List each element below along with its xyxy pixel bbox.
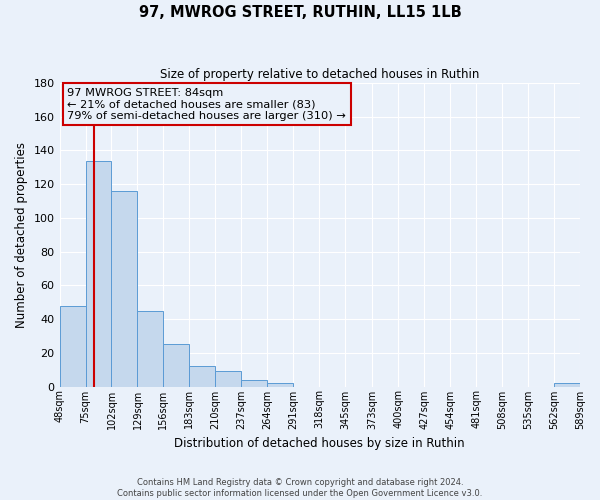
- Bar: [215, 372, 241, 386]
- Bar: [163, 344, 190, 387]
- Bar: [554, 383, 580, 386]
- Y-axis label: Number of detached properties: Number of detached properties: [15, 142, 28, 328]
- Bar: [268, 383, 293, 386]
- Bar: [190, 366, 215, 386]
- Bar: [86, 160, 112, 386]
- Text: Contains HM Land Registry data © Crown copyright and database right 2024.
Contai: Contains HM Land Registry data © Crown c…: [118, 478, 482, 498]
- Bar: [241, 380, 268, 386]
- Bar: [137, 310, 163, 386]
- Text: 97 MWROG STREET: 84sqm
← 21% of detached houses are smaller (83)
79% of semi-det: 97 MWROG STREET: 84sqm ← 21% of detached…: [67, 88, 346, 121]
- Title: Size of property relative to detached houses in Ruthin: Size of property relative to detached ho…: [160, 68, 479, 80]
- Bar: [59, 306, 86, 386]
- Text: 97, MWROG STREET, RUTHIN, LL15 1LB: 97, MWROG STREET, RUTHIN, LL15 1LB: [139, 5, 461, 20]
- X-axis label: Distribution of detached houses by size in Ruthin: Distribution of detached houses by size …: [175, 437, 465, 450]
- Bar: [112, 191, 137, 386]
